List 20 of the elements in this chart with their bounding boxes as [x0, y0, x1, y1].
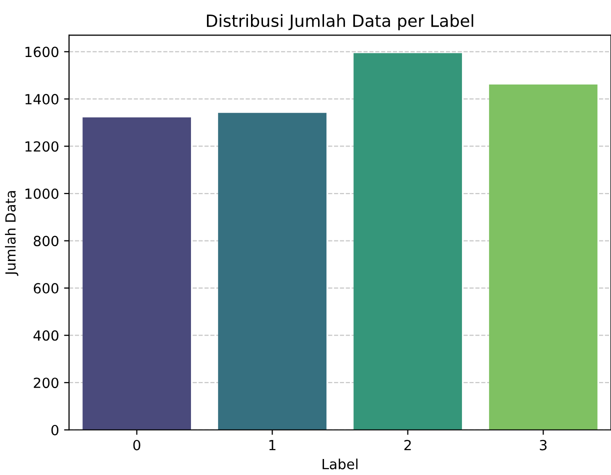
x-tick-label: 2	[404, 440, 411, 450]
bar	[82, 117, 191, 430]
x-axis-title: Label	[322, 458, 358, 470]
x-tick-label: 1	[269, 440, 276, 450]
bar	[489, 84, 598, 430]
y-tick-label: 200	[34, 378, 58, 388]
y-tick-label: 800	[34, 236, 58, 246]
y-tick-label: 400	[33, 330, 58, 341]
y-axis-title: Jumlah Data	[4, 191, 18, 276]
y-tick-label: 600	[34, 283, 58, 294]
bar	[354, 53, 462, 430]
y-tick-label: 1400	[26, 94, 58, 104]
x-tick-label: 0	[133, 440, 140, 450]
chart-title: Distribusi Jumlah Data per Label	[206, 14, 474, 30]
bar	[218, 112, 326, 430]
x-tick-label: 3	[540, 440, 547, 450]
y-tick-label: 0	[51, 424, 58, 436]
y-tick-label: 1000	[26, 188, 58, 199]
y-tick-label: 1200	[26, 141, 58, 152]
y-tick-label: 1600	[26, 46, 58, 58]
